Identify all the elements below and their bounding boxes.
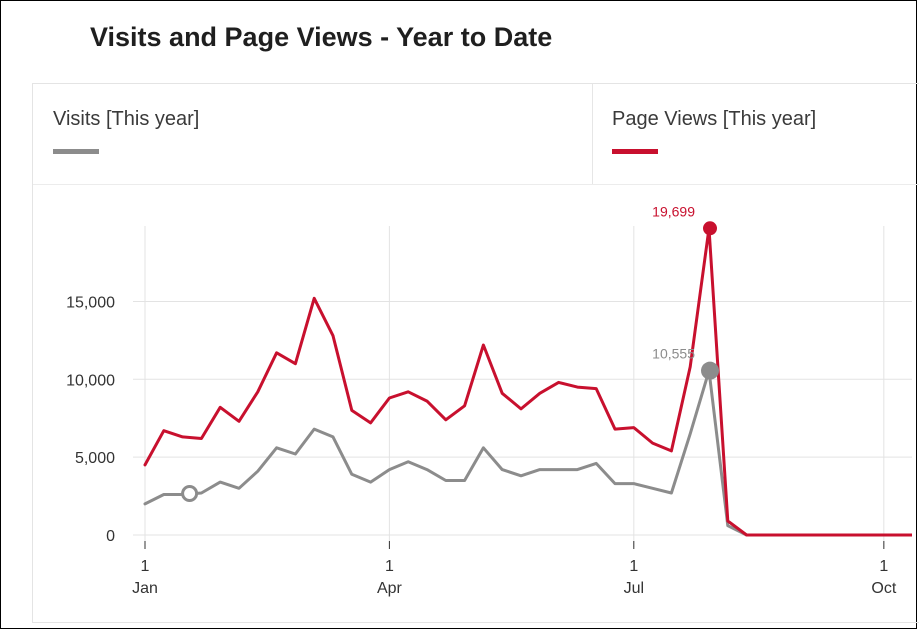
series-lines [143,226,912,537]
chart-panel [32,83,919,623]
legend-item-visits[interactable]: Visits [This year] [53,108,199,154]
series-markers: 10,555 19,699 [181,203,719,503]
x-tick-month-label: Jul [624,580,644,597]
axis-labels: 0 5,000 10,000 15,000 1 Jan 1 Apr 1 Jul 1 Oct [66,294,897,597]
legend-swatch-visits [53,149,99,154]
series-line-page-views [143,226,912,537]
x-tick-day-label: 1 [879,558,888,575]
x-tick-day-label: 1 [385,558,394,575]
peak-label-page-views: 19,699 [652,203,695,219]
series-line-visits [143,369,912,537]
x-tick-day-label: 1 [141,558,150,575]
grid-lines [133,226,912,549]
peak-marker-page-views [703,221,717,236]
chart-title: Visits and Page Views - Year to Date [90,22,553,52]
hover-marker-visits [181,485,199,503]
y-tick-label: 5,000 [75,450,115,467]
legend-swatch-page-views [612,149,658,154]
legend-divider [33,184,919,185]
x-tick-month-label: Jan [132,580,158,597]
y-tick-label: 10,000 [66,372,115,389]
peak-marker-visits [701,361,719,380]
peak-label-visits: 10,555 [652,346,695,362]
x-tick-month-label: Oct [871,580,896,597]
legend-label-visits: Visits [This year] [53,108,200,130]
y-tick-label: 0 [106,528,115,545]
legend-item-page-views[interactable]: Page Views [This year] [612,108,816,154]
legend-label-page-views: Page Views [This year] [612,108,817,130]
legend-separator [592,84,593,184]
y-tick-label: 15,000 [66,294,115,311]
x-tick-day-label: 1 [629,558,638,575]
x-tick-month-label: Apr [377,580,403,597]
